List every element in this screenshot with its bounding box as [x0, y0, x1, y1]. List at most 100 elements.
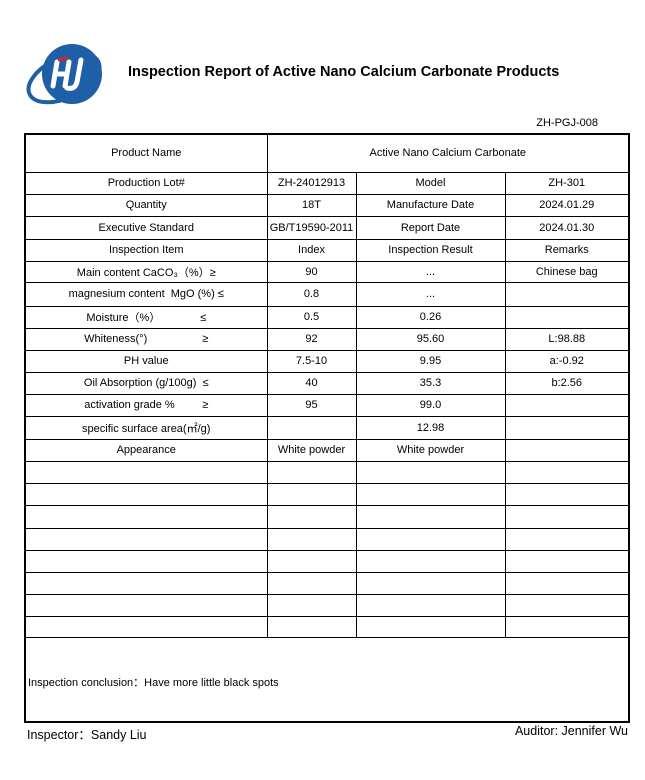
table-cell — [504, 593, 630, 617]
table-cell — [504, 438, 630, 462]
table-cell — [24, 482, 268, 506]
table-row: Main content CaCO₃（%）≥ 90... Chinese bag — [24, 260, 630, 283]
table-cell: Executive Standard — [24, 215, 268, 240]
inspector: Inspector：Sandy Liu — [27, 728, 147, 742]
table-cell: ZH-24012913 — [266, 171, 357, 195]
table-cell: 35.3 — [355, 371, 506, 395]
table-cell: 0.26 — [355, 305, 506, 329]
table-cell: Appearance — [24, 438, 268, 462]
table-cell: b:2.56 — [504, 371, 630, 395]
logo-accent — [57, 56, 69, 62]
blank-row — [24, 482, 630, 506]
table-cell: Remarks — [504, 238, 630, 262]
table-cell — [24, 615, 268, 638]
table-cell: Active Nano Calcium Carbonate — [266, 133, 630, 173]
table-row: PH value 7.5-10 9.95 a:-0.92 — [24, 349, 630, 373]
table-row: Oil Absorption (g/100g) ≤40 35.3 b:2.56 — [24, 371, 630, 395]
table-cell: Product Name — [24, 133, 268, 173]
table-cell: ZH-301 — [504, 171, 630, 195]
table-cell — [266, 415, 357, 440]
table-cell — [504, 460, 630, 484]
table-cell — [504, 549, 630, 573]
table-row: Production Lot# ZH-24012913 Model ZH-301 — [24, 171, 630, 195]
table-body: Product Name Active Nano Calcium Carbona… — [24, 133, 630, 723]
report-title: Inspection Report of Active Nano Calcium… — [128, 64, 560, 80]
table-cell — [355, 527, 506, 551]
table-cell: Chinese bag — [504, 260, 630, 283]
table-cell: White powder — [266, 438, 357, 462]
table-cell — [266, 593, 357, 617]
table-cell — [504, 571, 630, 595]
table-cell: GB/T19590-2011 — [266, 215, 357, 240]
table-cell — [355, 571, 506, 595]
table-cell: Manufacture Date — [355, 193, 506, 217]
table-cell: activation grade % ≥ — [24, 393, 268, 417]
table-cell — [266, 460, 357, 484]
table-cell: Main content CaCO₃（%）≥ — [24, 260, 268, 283]
blank-row — [24, 549, 630, 573]
table-cell — [504, 527, 630, 551]
table-cell — [355, 482, 506, 506]
blank-row — [24, 460, 630, 484]
table-cell: 18T — [266, 193, 357, 217]
table-row: Executive Standard GB/T19590-2011 Report D… — [24, 215, 630, 240]
table-cell: 0.5 — [266, 305, 357, 329]
table-row: Whiteness(°) ≥92 95.60 L:98.88 — [24, 327, 630, 351]
table-cell — [266, 482, 357, 506]
blank-row — [24, 615, 630, 638]
table-cell — [355, 504, 506, 529]
table-cell — [24, 460, 268, 484]
table-cell: a:-0.92 — [504, 349, 630, 373]
table-cell — [24, 527, 268, 551]
table-cell: White powder — [355, 438, 506, 462]
table-cell — [504, 415, 630, 440]
table-cell: 95 — [266, 393, 357, 417]
table-cell — [355, 593, 506, 617]
blank-row — [24, 504, 630, 529]
table-cell: 95.60 — [355, 327, 506, 351]
table-cell: Index — [266, 238, 357, 262]
blank-row — [24, 571, 630, 595]
table-cell — [266, 615, 357, 638]
table-row: Inspection Item Index Inspection Result Rem… — [24, 238, 630, 262]
table-cell: Moisture（%） ≤ — [24, 305, 268, 329]
table-cell — [355, 549, 506, 573]
table-cell: Whiteness(°) ≥ — [24, 327, 268, 351]
table-row: Quantity 18T Manufacture Date 2024.01.29 — [24, 193, 630, 217]
table-row: magnesium content MgO (%) ≤0.8... — [24, 281, 630, 307]
table-cell — [504, 615, 630, 638]
table-cell: Inspection Result — [355, 238, 506, 262]
conclusion-row: Inspection conclusion：Have more little b… — [24, 636, 630, 723]
auditor: Auditor: Jennifer Wu — [514, 724, 628, 738]
table-cell — [24, 549, 268, 573]
conclusion: Inspection conclusion：Have more little b… — [24, 636, 630, 723]
table-cell: 99.0 — [355, 393, 506, 417]
table-cell — [504, 281, 630, 307]
table-cell: Report Date — [355, 215, 506, 240]
table-cell: Quantity — [24, 193, 268, 217]
table-cell — [266, 504, 357, 529]
document-code: ZH-PGJ-008 — [536, 117, 598, 129]
table-cell: Oil Absorption (g/100g) ≤ — [24, 371, 268, 395]
table-cell: 90 — [266, 260, 357, 283]
table-row: specific surface area(㎡/g) 12.98 — [24, 415, 630, 440]
table-cell — [24, 571, 268, 595]
table-cell: 2024.01.30 — [504, 215, 630, 240]
table-cell: 12.98 — [355, 415, 506, 440]
table-cell — [504, 482, 630, 506]
blank-row — [24, 593, 630, 617]
table-cell — [24, 593, 268, 617]
table-cell: magnesium content MgO (%) ≤ — [24, 281, 268, 307]
table-cell: ... — [355, 260, 506, 283]
table-cell — [355, 460, 506, 484]
inspection-table: Product Name Active Nano Calcium Carbona… — [24, 133, 631, 723]
table-row: activation grade % ≥95 99.0 — [24, 393, 630, 417]
table-cell: 7.5-10 — [266, 349, 357, 373]
table-cell — [266, 571, 357, 595]
table-cell — [266, 527, 357, 551]
table-cell — [504, 305, 630, 329]
table-cell: Inspection Item — [24, 238, 268, 262]
table-cell: ... — [355, 281, 506, 307]
table-cell — [504, 393, 630, 417]
